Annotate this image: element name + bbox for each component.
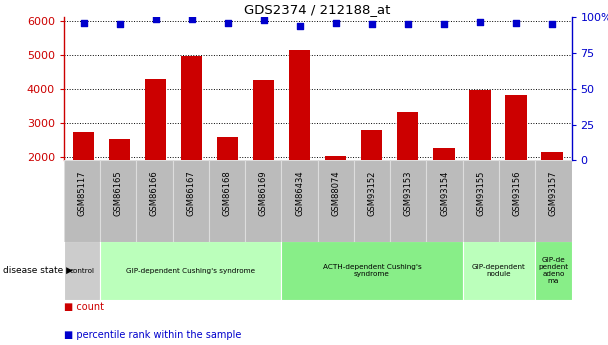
Text: ■ percentile rank within the sample: ■ percentile rank within the sample: [64, 330, 241, 340]
Bar: [253, 80, 274, 225]
Bar: [317, 160, 354, 242]
Bar: [433, 148, 455, 225]
Text: GSM88074: GSM88074: [331, 170, 340, 216]
Bar: [325, 156, 347, 225]
Bar: [289, 50, 311, 225]
Point: [115, 22, 125, 27]
Text: GSM86434: GSM86434: [295, 170, 304, 216]
Bar: [173, 160, 209, 242]
Text: GSM93152: GSM93152: [368, 170, 376, 216]
Point: [367, 22, 376, 27]
Point: [187, 16, 196, 21]
Text: GIP-dependent
nodule: GIP-dependent nodule: [472, 264, 526, 277]
Bar: [397, 112, 418, 225]
Text: GSM93156: GSM93156: [513, 170, 522, 216]
Point: [331, 20, 340, 26]
Bar: [282, 241, 463, 300]
Bar: [505, 95, 527, 225]
Point: [79, 20, 89, 26]
Point: [223, 20, 232, 26]
Point: [475, 19, 485, 24]
Bar: [145, 79, 167, 225]
Text: GSM86167: GSM86167: [186, 170, 195, 216]
Text: GSM86165: GSM86165: [114, 170, 123, 216]
Text: GIP-dependent Cushing's syndrome: GIP-dependent Cushing's syndrome: [126, 268, 255, 274]
Text: GSM93155: GSM93155: [476, 170, 485, 216]
Text: GSM86168: GSM86168: [223, 170, 232, 216]
Bar: [64, 160, 100, 242]
Bar: [390, 160, 426, 242]
Bar: [109, 139, 131, 225]
Point: [547, 22, 556, 27]
Bar: [209, 160, 245, 242]
Bar: [463, 241, 535, 300]
Bar: [463, 160, 499, 242]
Bar: [100, 241, 282, 300]
Text: control: control: [69, 268, 94, 274]
Point: [439, 22, 449, 27]
Point: [295, 23, 305, 29]
Bar: [282, 160, 317, 242]
Text: GSM86166: GSM86166: [150, 170, 159, 216]
Point: [259, 17, 269, 23]
Point: [151, 16, 161, 21]
Point: [403, 22, 413, 27]
Bar: [426, 160, 463, 242]
Text: disease state ▶: disease state ▶: [3, 266, 73, 275]
Text: GSM93153: GSM93153: [404, 170, 413, 216]
Bar: [217, 137, 238, 225]
Bar: [245, 160, 282, 242]
Text: GSM93157: GSM93157: [549, 170, 558, 216]
Bar: [535, 160, 572, 242]
Bar: [499, 160, 535, 242]
Bar: [181, 57, 202, 225]
Bar: [361, 130, 382, 225]
Text: GIP-de
pendent
adeno
ma: GIP-de pendent adeno ma: [538, 257, 568, 284]
Bar: [535, 241, 572, 300]
Bar: [64, 241, 100, 300]
Bar: [100, 160, 136, 242]
Point: [511, 20, 520, 26]
Text: GSM86169: GSM86169: [259, 170, 268, 216]
Text: ACTH-dependent Cushing's
syndrome: ACTH-dependent Cushing's syndrome: [323, 264, 421, 277]
Bar: [354, 160, 390, 242]
Bar: [541, 151, 562, 225]
Title: GDS2374 / 212188_at: GDS2374 / 212188_at: [244, 3, 391, 16]
Bar: [136, 160, 173, 242]
Bar: [73, 132, 94, 225]
Text: GSM93154: GSM93154: [440, 170, 449, 216]
Text: ■ count: ■ count: [64, 302, 104, 312]
Bar: [469, 90, 491, 225]
Text: GSM85117: GSM85117: [77, 170, 86, 216]
